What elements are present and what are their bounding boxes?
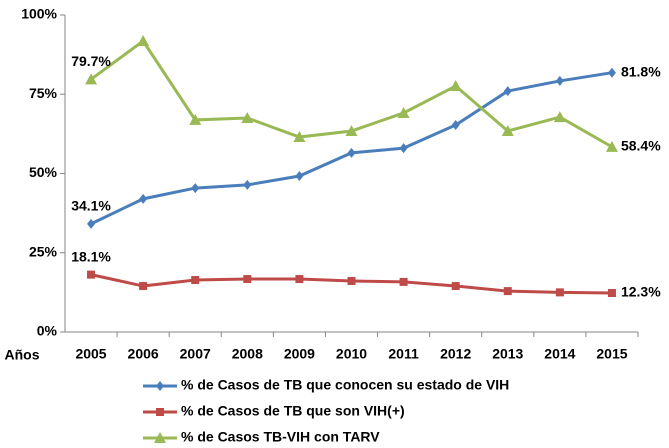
data-point [295,171,304,182]
data-label: 79.7% [71,53,111,69]
data-point [347,276,356,285]
x-tick-label: 2009 [284,346,315,362]
data-point [295,275,304,284]
data-label: 34.1% [71,198,111,214]
x-tick-label: 2006 [128,346,159,362]
x-tick-label: 2015 [596,346,627,362]
data-point [399,277,408,286]
data-label: 12.3% [621,284,661,300]
data-point [555,288,564,297]
data-label: 58.4% [621,138,661,154]
data-point [399,143,408,154]
data-point [87,270,96,279]
data-label: 81.8% [621,63,661,79]
data-point [605,140,618,152]
data-point [87,218,96,229]
data-point [449,80,462,92]
data-label: 18.1% [71,248,111,264]
x-tick-label: 2012 [440,346,471,362]
data-point [347,147,356,158]
data-point [607,289,616,298]
x-tick-label: 2014 [544,346,575,362]
data-point [451,282,460,291]
data-point [241,112,254,124]
data-point [293,131,306,143]
data-point [345,125,358,137]
data-point [553,111,566,123]
legend-marker [156,381,164,391]
data-point [555,75,564,86]
data-point [189,113,202,125]
data-point [501,125,514,137]
x-tick-label: 2010 [336,346,367,362]
data-point [191,183,200,194]
x-axis-label: Años [5,347,40,363]
y-tick-label: 25% [29,243,58,259]
data-point [85,73,98,85]
legend-label: % de Casos de TB que son VIH(+) [181,403,405,419]
data-point [243,179,252,190]
x-tick-label: 2013 [492,346,523,362]
data-point [139,193,148,204]
y-tick-label: 50% [29,164,58,180]
data-point [137,34,150,46]
data-point [607,67,616,78]
y-tick-label: 100% [21,6,57,22]
data-point [191,276,200,285]
legend-label: % de Casos TB-VIH con TARV [181,429,380,445]
x-tick-label: 2011 [388,346,419,362]
data-point [397,106,410,118]
data-point [503,86,512,97]
data-point [243,275,252,284]
x-tick-label: 2005 [75,346,106,362]
legend-label: % de Casos de TB que conocen su estado d… [181,377,509,393]
y-tick-label: 0% [37,323,58,339]
legend-marker [156,408,164,416]
data-point [139,282,148,291]
data-point [451,119,460,130]
data-point [503,287,512,296]
y-tick-label: 75% [29,85,58,101]
x-tick-label: 2008 [232,346,263,362]
x-tick-label: 2007 [180,346,211,362]
legend-marker [154,432,166,443]
